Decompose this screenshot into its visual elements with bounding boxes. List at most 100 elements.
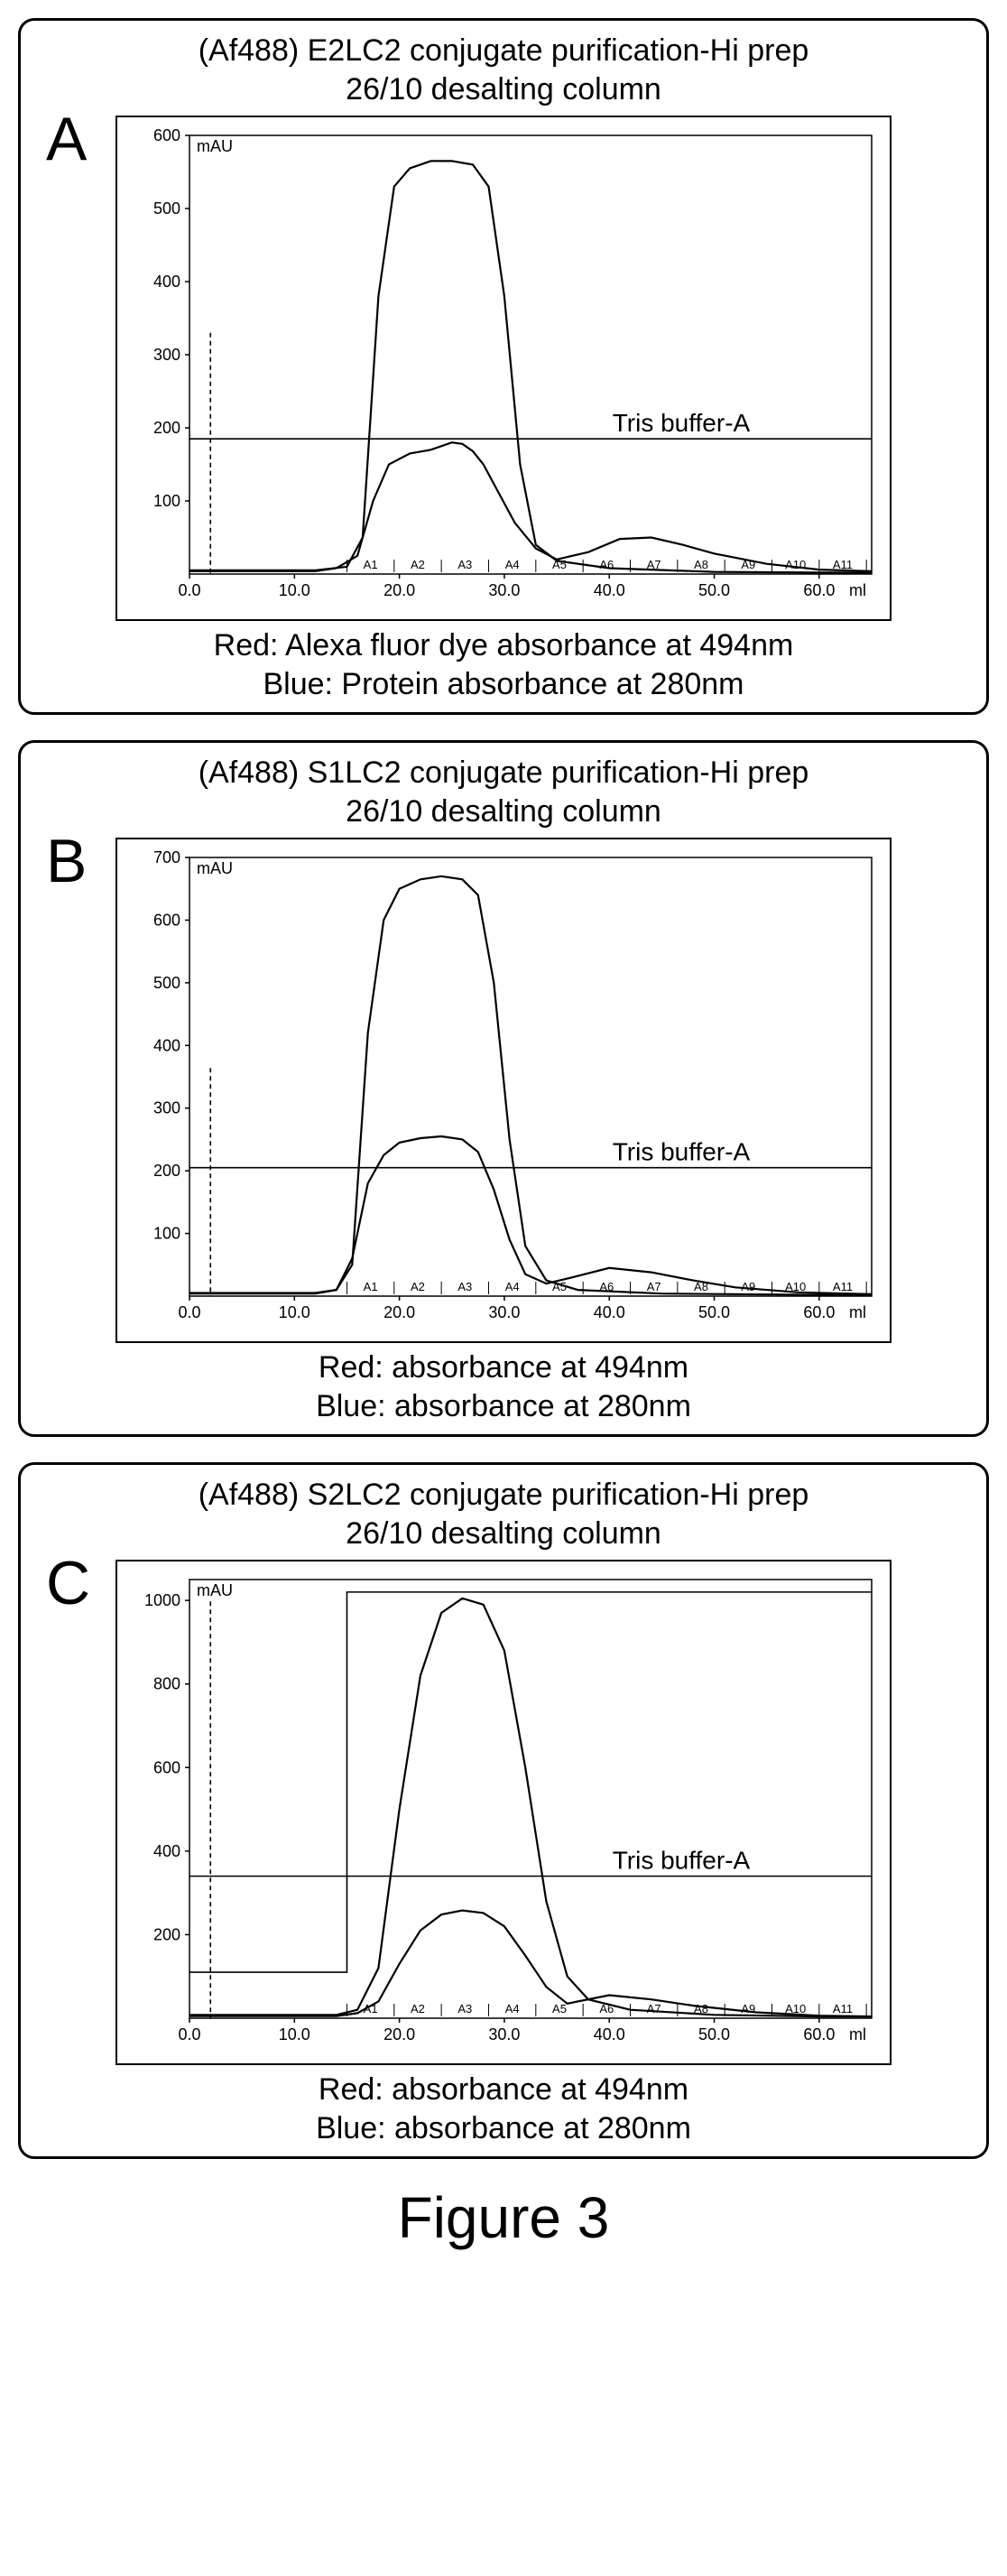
- chromatogram-chart: 2004006008001000mAU0.010.020.030.040.050…: [117, 1561, 890, 2063]
- svg-text:0.0: 0.0: [178, 581, 200, 599]
- svg-text:500: 500: [153, 199, 180, 218]
- svg-text:10.0: 10.0: [279, 2025, 310, 2043]
- svg-text:700: 700: [153, 848, 180, 866]
- panel-letter: B: [46, 826, 87, 896]
- svg-text:20.0: 20.0: [383, 581, 415, 599]
- panel-title: (Af488) E2LC2 conjugate purification-Hi …: [37, 32, 970, 108]
- panel-c: (Af488) S2LC2 conjugate purification-Hi …: [18, 1462, 989, 2159]
- svg-text:200: 200: [153, 419, 180, 437]
- svg-text:ml: ml: [849, 2025, 866, 2043]
- svg-text:50.0: 50.0: [698, 581, 730, 599]
- svg-text:40.0: 40.0: [594, 581, 625, 599]
- svg-text:A1: A1: [364, 1280, 378, 1293]
- svg-text:50.0: 50.0: [698, 1303, 730, 1321]
- panel-caption: Red: absorbance at 494nm Blue: absorbanc…: [37, 2071, 970, 2147]
- svg-text:A8: A8: [694, 558, 708, 571]
- svg-text:20.0: 20.0: [383, 1303, 415, 1321]
- curve-280nm: [189, 1136, 872, 1294]
- svg-text:A3: A3: [457, 2002, 472, 2015]
- svg-text:mAU: mAU: [197, 1581, 233, 1599]
- panel-letter: A: [46, 104, 87, 174]
- svg-text:600: 600: [153, 911, 180, 929]
- svg-text:60.0: 60.0: [803, 581, 835, 599]
- panel-a: (Af488) E2LC2 conjugate purification-Hi …: [18, 18, 989, 715]
- svg-text:ml: ml: [849, 581, 866, 599]
- chromatogram-chart: 100 200 300 400 500 600 mAU 0.0 10.0 20.0 30.0 40.0…: [117, 117, 890, 619]
- svg-text:ml: ml: [849, 1303, 866, 1321]
- panel-title-line2: 26/10 desalting column: [346, 72, 661, 107]
- svg-text:mAU: mAU: [197, 859, 233, 877]
- curve-494nm: [189, 1598, 872, 2016]
- svg-text:Tris buffer-A: Tris buffer-A: [613, 1847, 751, 1875]
- svg-text:500: 500: [153, 974, 180, 992]
- figure-label: Figure 3: [18, 2184, 989, 2251]
- caption-line1: Red: Alexa fluor dye absorbance at 494nm: [214, 628, 794, 663]
- svg-text:60.0: 60.0: [803, 1303, 835, 1321]
- svg-text:30.0: 30.0: [488, 581, 520, 599]
- panel-b: (Af488) S1LC2 conjugate purification-Hi …: [18, 740, 989, 1437]
- svg-text:mAU: mAU: [197, 137, 233, 155]
- curve-494nm: [189, 876, 872, 1295]
- caption-line2: Blue: absorbance at 280nm: [316, 1389, 691, 1423]
- panel-title: (Af488) S1LC2 conjugate purification-Hi …: [37, 754, 970, 830]
- panel-letter: C: [46, 1548, 90, 1618]
- curve-280nm: [189, 442, 872, 571]
- svg-text:30.0: 30.0: [488, 2025, 520, 2043]
- curve-494nm: [189, 161, 872, 572]
- svg-text:20.0: 20.0: [383, 2025, 415, 2043]
- svg-text:600: 600: [153, 1758, 180, 1776]
- svg-text:10.0: 10.0: [279, 581, 310, 599]
- chart-container: 2004006008001000mAU0.010.020.030.040.050…: [115, 1560, 892, 2065]
- svg-text:A2: A2: [411, 2002, 425, 2015]
- panel-caption: Red: Alexa fluor dye absorbance at 494nm…: [37, 626, 970, 703]
- panel-title-line1: (Af488) S2LC2 conjugate purification-Hi …: [199, 1478, 809, 1512]
- svg-text:A11: A11: [833, 2002, 853, 2015]
- svg-text:A9: A9: [741, 1280, 755, 1293]
- svg-text:0.0: 0.0: [178, 2025, 200, 2043]
- svg-text:400: 400: [153, 273, 180, 291]
- chart-container: 100 200 300 400 500 600 mAU 0.0 10.0 20.0 30.0 40.0…: [115, 116, 892, 621]
- svg-text:A3: A3: [457, 558, 472, 571]
- svg-text:200: 200: [153, 1925, 180, 1943]
- svg-text:60.0: 60.0: [803, 2025, 835, 2043]
- caption-line1: Red: absorbance at 494nm: [319, 1350, 688, 1385]
- svg-text:A2: A2: [411, 1280, 425, 1293]
- svg-text:A11: A11: [833, 1280, 853, 1293]
- svg-text:A7: A7: [647, 2002, 661, 2015]
- panel-caption: Red: absorbance at 494nm Blue: absorbanc…: [37, 1348, 970, 1425]
- svg-text:30.0: 30.0: [488, 1303, 520, 1321]
- svg-text:A6: A6: [599, 558, 614, 571]
- svg-text:50.0: 50.0: [698, 2025, 730, 2043]
- svg-text:A2: A2: [411, 558, 425, 571]
- svg-text:0.0: 0.0: [178, 1303, 200, 1321]
- svg-text:Tris buffer-A: Tris buffer-A: [613, 409, 751, 437]
- panel-title-line2: 26/10 desalting column: [346, 794, 661, 829]
- svg-text:100: 100: [153, 1225, 180, 1243]
- svg-text:10.0: 10.0: [279, 1303, 310, 1321]
- svg-text:Tris buffer-A: Tris buffer-A: [613, 1138, 751, 1166]
- svg-text:1000: 1000: [144, 1591, 180, 1609]
- svg-text:100: 100: [153, 492, 180, 510]
- svg-text:A4: A4: [505, 1280, 520, 1293]
- svg-text:A9: A9: [741, 2002, 755, 2015]
- chart-container: 100200300400500600700mAU0.010.020.030.04…: [115, 838, 892, 1343]
- chromatogram-chart: 100200300400500600700mAU0.010.020.030.04…: [117, 839, 890, 1341]
- panel-title: (Af488) S2LC2 conjugate purification-Hi …: [37, 1476, 970, 1552]
- svg-text:400: 400: [153, 1842, 180, 1860]
- svg-text:A7: A7: [647, 1280, 661, 1293]
- svg-text:A4: A4: [505, 558, 520, 571]
- caption-line2: Blue: Protein absorbance at 280nm: [263, 667, 744, 701]
- svg-text:400: 400: [153, 1036, 180, 1054]
- panel-title-line2: 26/10 desalting column: [346, 1516, 661, 1551]
- svg-text:A3: A3: [457, 1280, 472, 1293]
- svg-text:600: 600: [153, 126, 180, 144]
- svg-text:A5: A5: [552, 2002, 567, 2015]
- caption-line2: Blue: absorbance at 280nm: [316, 2111, 691, 2145]
- svg-text:300: 300: [153, 1099, 180, 1117]
- svg-text:A10: A10: [785, 558, 806, 571]
- svg-text:A1: A1: [364, 558, 378, 571]
- svg-text:300: 300: [153, 346, 180, 364]
- svg-text:40.0: 40.0: [594, 2025, 625, 2043]
- panel-title-line1: (Af488) E2LC2 conjugate purification-Hi …: [199, 33, 809, 68]
- svg-text:40.0: 40.0: [594, 1303, 625, 1321]
